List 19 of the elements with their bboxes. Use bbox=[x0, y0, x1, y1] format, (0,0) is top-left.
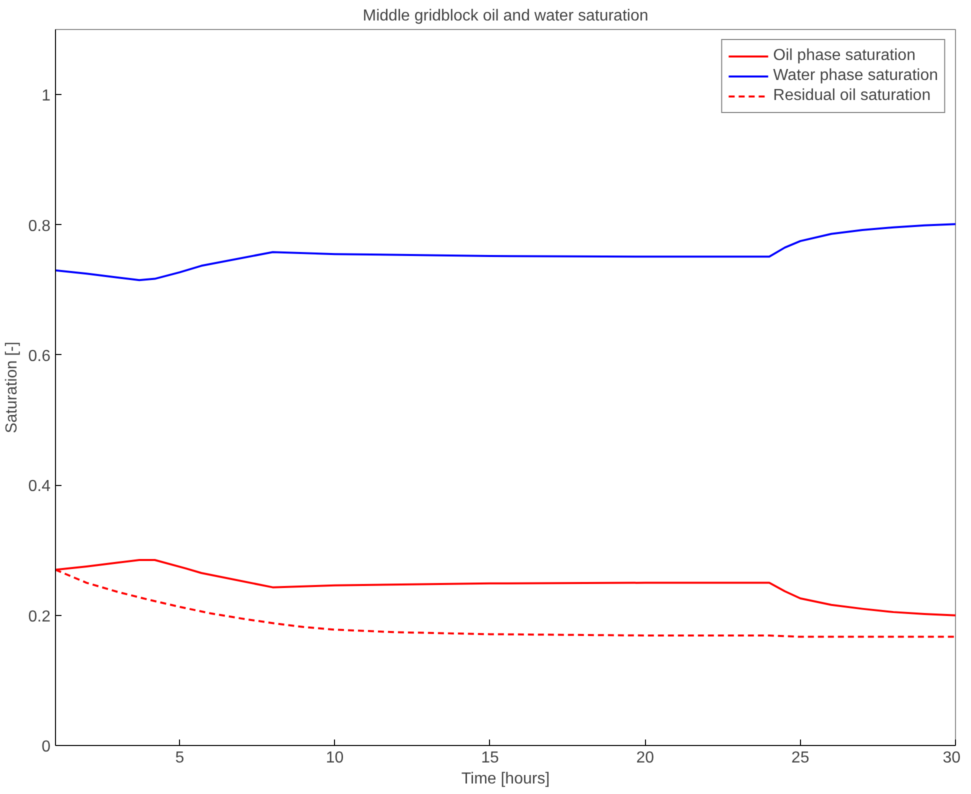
x-axis-title: Time [hours] bbox=[461, 770, 550, 788]
legend-label: Oil phase saturation bbox=[773, 47, 916, 65]
x-tick-label: 20 bbox=[636, 750, 654, 766]
x-tick-label: 25 bbox=[791, 750, 810, 766]
chart-title: Middle gridblock oil and water saturation bbox=[362, 8, 648, 24]
x-tick-label: 10 bbox=[326, 750, 344, 766]
y-tick-label: 0.8 bbox=[28, 218, 51, 235]
x-tick-label: 5 bbox=[175, 750, 184, 766]
y-tick-label: 1 bbox=[42, 88, 51, 105]
y-tick-label: 0.4 bbox=[28, 478, 51, 496]
legend-label: Residual oil saturation bbox=[773, 87, 931, 105]
legend-label: Water phase saturation bbox=[773, 67, 938, 85]
y-tick-label: 0.6 bbox=[28, 348, 51, 365]
x-tick-label: 30 bbox=[942, 750, 961, 766]
y-tick-label: 0 bbox=[42, 738, 51, 756]
y-tick-label: 0.2 bbox=[28, 608, 51, 626]
y-axis-title: Saturation [-] bbox=[3, 342, 20, 434]
x-tick-label: 15 bbox=[481, 750, 499, 766]
line-series bbox=[56, 223, 956, 282]
